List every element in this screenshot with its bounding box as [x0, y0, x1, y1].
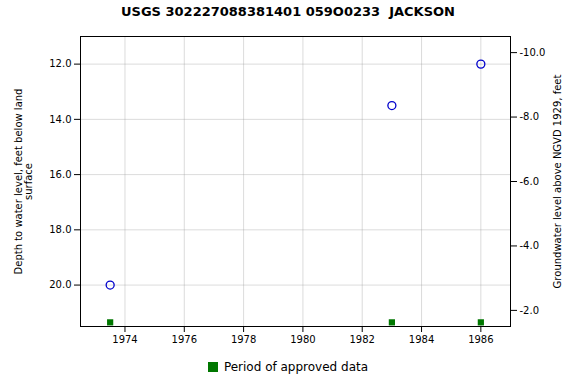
svg-text:-2.0: -2.0: [520, 305, 540, 316]
svg-text:18.0: 18.0: [49, 224, 71, 235]
svg-text:1974: 1974: [112, 334, 137, 345]
svg-text:1986: 1986: [468, 334, 493, 345]
svg-text:1982: 1982: [349, 334, 374, 345]
svg-text:16.0: 16.0: [49, 169, 71, 180]
svg-text:12.0: 12.0: [49, 58, 71, 69]
html-text:USGS 302227088381401 059O0233: USGS 302227088381401 059O0233 JACKSON: [121, 4, 455, 19]
svg-text:1984: 1984: [409, 334, 434, 345]
svg-text:-6.0: -6.0: [520, 176, 540, 187]
svg-text:Depth to water level, feet bel: Depth to water level, feet below landsur…: [13, 89, 34, 275]
svg-text:1978: 1978: [231, 334, 256, 345]
svg-text:1980: 1980: [290, 334, 315, 345]
svg-text:14.0: 14.0: [49, 114, 71, 125]
svg-text:1976: 1976: [172, 334, 197, 345]
svg-text:-10.0: -10.0: [520, 47, 546, 58]
svg-text:20.0: 20.0: [49, 279, 71, 290]
svg-text:-8.0: -8.0: [520, 111, 540, 122]
html-text:Period of approved data: Period of approved data: [223, 360, 369, 374]
svg-text:Groundwater level above NGVD 1: Groundwater level above NGVD 1929, feet: [552, 75, 563, 289]
svg-text:-4.0: -4.0: [520, 240, 540, 251]
